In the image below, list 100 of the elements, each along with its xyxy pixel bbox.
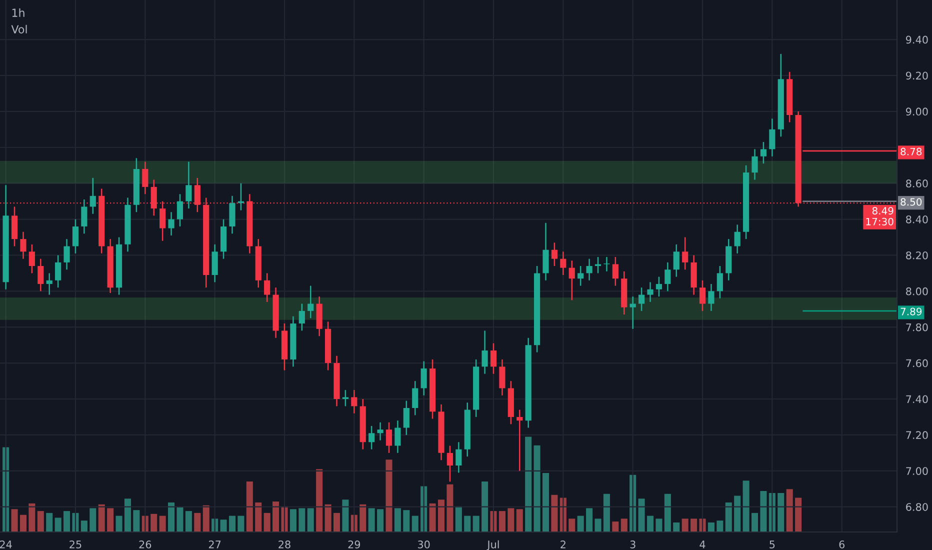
- bar: [716, 520, 724, 532]
- bar: [612, 522, 619, 532]
- y-tick-label: 8.00: [906, 287, 928, 296]
- bar: [795, 498, 802, 532]
- candlestick: [81, 198, 88, 234]
- x-tick-label: Jul: [486, 540, 499, 550]
- bar: [603, 494, 610, 532]
- x-tick-label: 2: [560, 540, 566, 548]
- bar: [80, 520, 88, 532]
- bar: [542, 472, 550, 532]
- bar: [490, 511, 497, 532]
- x-tick-label: 25: [70, 540, 82, 548]
- y-tick-label: 7.40: [906, 395, 928, 404]
- bar: [446, 484, 454, 532]
- bar: [699, 518, 706, 532]
- bar: [386, 460, 392, 532]
- bar: [638, 498, 645, 532]
- bar: [455, 506, 462, 532]
- bar: [246, 482, 253, 532]
- candlestick: [612, 256, 618, 286]
- bar: [412, 516, 418, 532]
- candlestick: [499, 358, 506, 396]
- candlestick: [38, 258, 44, 292]
- bar: [90, 508, 96, 532]
- bar: [516, 509, 523, 532]
- candlestick: [229, 195, 236, 234]
- bar: [194, 512, 201, 532]
- bar: [307, 508, 314, 532]
- candlestick: [551, 242, 558, 267]
- bar: [508, 508, 514, 532]
- bar: [64, 511, 70, 532]
- candlestick: [264, 272, 270, 303]
- bar: [228, 516, 236, 532]
- y-tick-label: 8.20: [906, 251, 928, 260]
- bar: [159, 516, 166, 532]
- bar: [429, 503, 436, 532]
- bar: [403, 510, 410, 532]
- x-tick-label: 27: [208, 540, 221, 548]
- bar: [37, 511, 44, 532]
- bar: [298, 508, 306, 532]
- x-tick-label: 5: [770, 540, 775, 548]
- candlestick: [142, 161, 148, 195]
- candlestick: [72, 218, 79, 254]
- candlestick: [638, 286, 645, 312]
- bar: [534, 445, 540, 532]
- candlestick: [490, 342, 497, 374]
- candlestick: [186, 161, 192, 210]
- candlestick: [586, 258, 592, 282]
- x-tick-label: 29: [348, 540, 360, 548]
- bar: [682, 518, 688, 532]
- candlestick: [630, 296, 636, 330]
- candlestick: [682, 236, 688, 270]
- bar: [438, 500, 445, 532]
- y-tick-label: 9.00: [906, 108, 928, 116]
- bar: [220, 520, 227, 532]
- ref-line-label: 8.49 17:30: [866, 207, 894, 226]
- ref-line-label: 8.78: [900, 148, 922, 156]
- candlestick: [760, 141, 767, 164]
- bar: [673, 522, 680, 532]
- bar: [238, 516, 244, 532]
- candlestick: [578, 265, 584, 286]
- bar: [168, 502, 175, 532]
- candlestick: [11, 206, 18, 247]
- bar: [324, 504, 332, 532]
- bar: [377, 509, 384, 532]
- candlestick: [708, 283, 714, 312]
- bar: [272, 502, 280, 532]
- bar: [107, 508, 114, 532]
- y-tick-label: 9.40: [906, 36, 928, 44]
- candlestick: [699, 280, 706, 312]
- bar: [316, 469, 323, 532]
- x-tick-label: 24: [0, 540, 12, 548]
- x-tick-label: 4: [700, 540, 706, 548]
- bar: [342, 500, 349, 532]
- candlestick: [46, 272, 52, 296]
- candlestick: [342, 389, 348, 407]
- candlestick: [351, 389, 358, 414]
- candlestick: [55, 254, 62, 288]
- bar: [20, 514, 26, 532]
- candlestick: [673, 244, 680, 278]
- bar: [620, 518, 628, 532]
- bar: [778, 492, 784, 532]
- ref-line-label: 8.50: [900, 198, 922, 206]
- y-tick-label: 8.60: [906, 180, 928, 188]
- candlestick: [560, 250, 566, 276]
- candlestick: [28, 244, 35, 274]
- candlestick: [176, 193, 184, 228]
- bar: [742, 480, 750, 532]
- x-tick-label: 6: [839, 540, 845, 548]
- bar: [577, 516, 584, 532]
- candlestick: [542, 222, 549, 282]
- bar: [255, 502, 262, 532]
- bar: [28, 503, 36, 532]
- bar: [98, 504, 105, 532]
- candlestick: [594, 256, 602, 274]
- bar: [498, 511, 506, 532]
- candlestick: [377, 422, 384, 441]
- candlestick: [446, 445, 453, 482]
- candlestick: [752, 148, 758, 180]
- candlestick: [394, 420, 401, 454]
